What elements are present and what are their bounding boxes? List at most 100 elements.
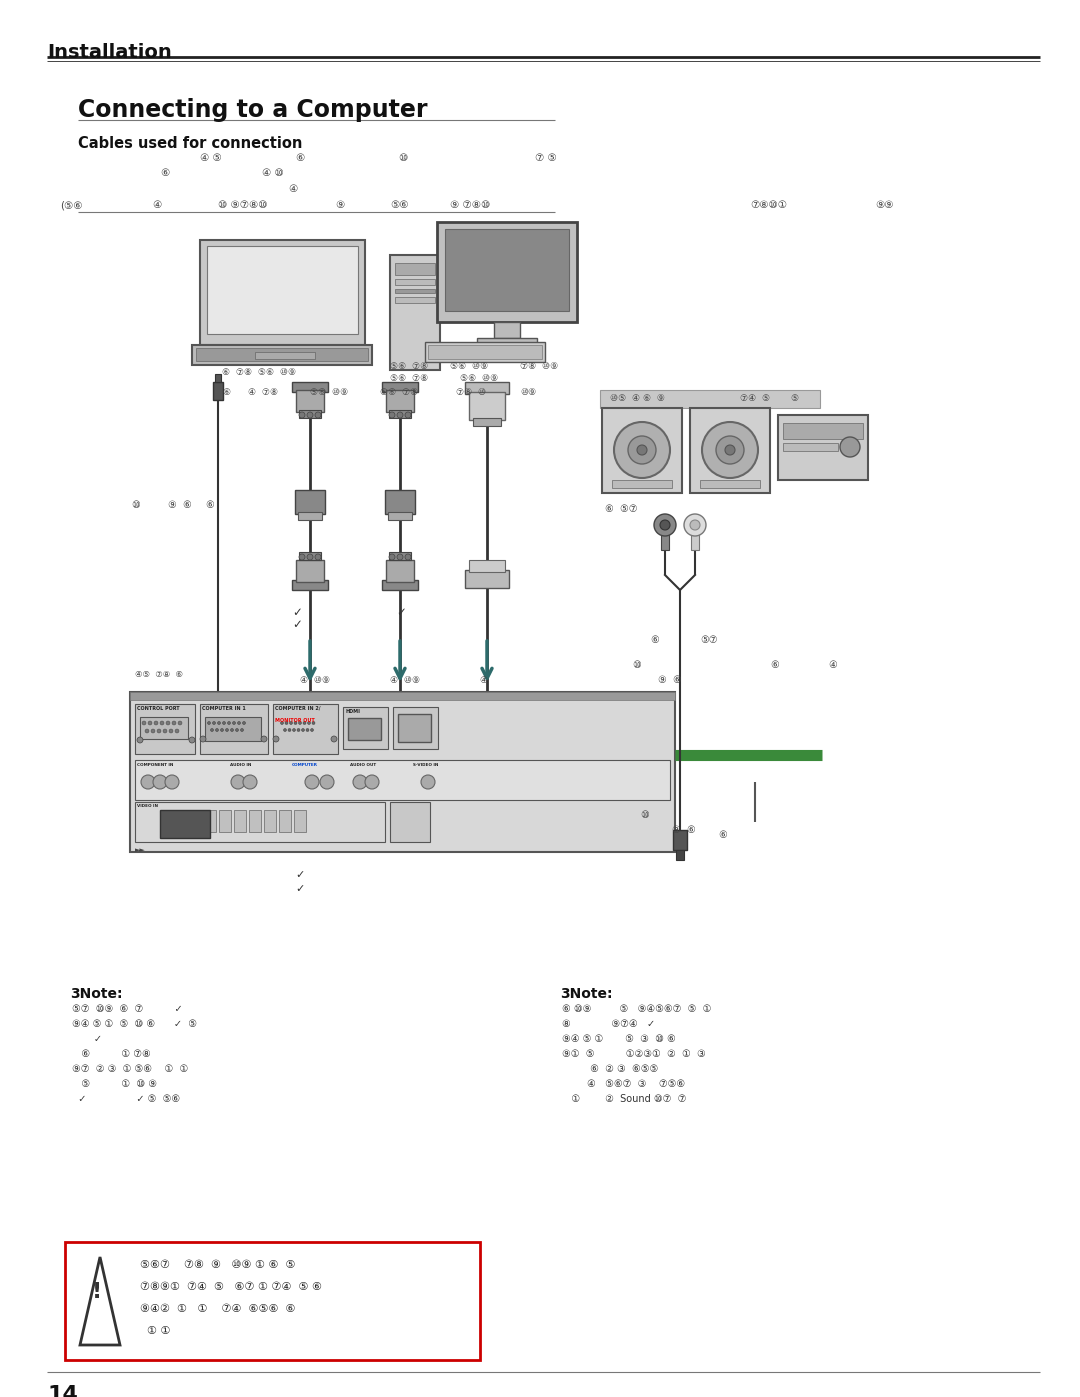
Text: ⑩: ⑩ [131,500,139,510]
Text: ⑧             ⑨⑦④   ✓: ⑧ ⑨⑦④ ✓ [562,1018,656,1030]
Circle shape [615,422,670,478]
Text: ⑤: ⑤ [789,394,798,402]
Bar [204,810,216,833]
Bar [160,810,210,838]
Bar [130,692,675,852]
Text: ⑨④ ⑤ ①       ⑤  ③  ⑩ ⑥: ⑨④ ⑤ ① ⑤ ③ ⑩ ⑥ [562,1034,676,1044]
Circle shape [305,775,319,789]
Bar [382,381,418,393]
Circle shape [283,728,286,732]
Bar [205,717,261,740]
Circle shape [306,728,309,732]
Text: ⑤⑥: ⑤⑥ [390,200,408,210]
Circle shape [637,446,647,455]
Text: ⑥  ⑤⑦: ⑥ ⑤⑦ [605,504,637,514]
Circle shape [307,555,313,560]
Circle shape [168,729,173,733]
Circle shape [405,412,411,418]
Bar [296,390,324,412]
Circle shape [226,728,229,732]
Circle shape [294,721,297,725]
Bar [273,704,338,754]
Text: 14: 14 [48,1384,78,1397]
Text: ⑦④  ⑤: ⑦④ ⑤ [740,394,770,402]
Circle shape [235,728,239,732]
Text: ✓                ✓ ⑤  ⑤⑥: ✓ ✓ ⑤ ⑤⑥ [72,1094,180,1104]
Text: (⑤⑥: (⑤⑥ [60,200,82,210]
Polygon shape [80,1257,120,1345]
Circle shape [405,555,411,560]
Text: Connecting to a Computer: Connecting to a Computer [78,98,428,122]
Text: ④ ⑩: ④ ⑩ [262,168,284,177]
Bar [135,704,195,754]
Circle shape [261,736,267,742]
Text: ④  ⑦⑧: ④ ⑦⑧ [248,388,279,397]
Circle shape [216,728,218,732]
Text: ✓: ✓ [292,617,302,631]
Circle shape [154,721,158,725]
Circle shape [301,728,305,732]
Text: ⑨①  ⑤          ①②③①  ②  ①  ③: ⑨① ⑤ ①②③① ② ① ③ [562,1049,705,1059]
Text: ④: ④ [828,659,837,671]
Bar [135,802,384,842]
Text: VIDEO IN: VIDEO IN [137,805,158,807]
Circle shape [353,775,367,789]
Bar [195,348,368,360]
Bar [213,381,222,400]
Bar [393,707,438,749]
Text: AUDIO IN: AUDIO IN [230,763,252,767]
Circle shape [220,728,224,732]
Circle shape [228,721,230,725]
Text: ⑥ ⑩⑨         ⑤   ⑨④⑤⑥⑦  ⑤  ①: ⑥ ⑩⑨ ⑤ ⑨④⑤⑥⑦ ⑤ ① [562,1004,712,1014]
Bar [691,525,699,550]
Text: ⑤⑥  ⑩⑨: ⑤⑥ ⑩⑨ [310,388,348,397]
Text: ⑨④②  ①   ①    ⑦④  ⑥⑤⑥  ⑥: ⑨④② ① ① ⑦④ ⑥⑤⑥ ⑥ [140,1303,296,1315]
Text: ④⑤  ⑦⑧  ⑥: ④⑤ ⑦⑧ ⑥ [135,671,183,679]
Text: ⑦⑧  ⑩⑨: ⑦⑧ ⑩⑨ [519,362,558,372]
Text: ① ①: ① ① [140,1326,171,1336]
Bar [437,222,577,321]
Bar [65,1242,480,1361]
Circle shape [213,721,216,725]
Bar [348,718,381,740]
Bar [189,810,201,833]
Bar [135,760,670,800]
Bar [255,352,315,359]
Bar [612,481,672,488]
Text: ⑨  ⑥: ⑨ ⑥ [672,826,696,835]
Bar [382,580,418,590]
Bar [783,443,838,451]
Text: ⑥: ⑥ [718,830,727,840]
Bar [249,810,261,833]
Text: ⑤          ①  ⑩ ⑨: ⑤ ① ⑩ ⑨ [72,1078,157,1090]
Bar [602,408,681,493]
Bar [234,810,246,833]
Bar [279,810,291,833]
Circle shape [160,721,164,725]
Circle shape [189,738,195,743]
Text: ⑥  ⑦⑧  ⑤⑥  ⑩⑨: ⑥ ⑦⑧ ⑤⑥ ⑩⑨ [222,367,296,377]
Circle shape [289,721,293,725]
Bar [296,560,324,583]
Bar [390,802,430,842]
Bar [386,560,414,583]
Bar [299,409,321,418]
Text: ⑩: ⑩ [632,659,640,671]
Circle shape [200,736,206,742]
Text: ⑥: ⑥ [205,500,214,510]
Bar [384,490,415,514]
Circle shape [165,775,179,789]
Bar [399,714,431,742]
Text: ⑥: ⑥ [650,636,659,645]
Bar [395,279,435,285]
Circle shape [690,520,700,529]
Circle shape [137,738,143,743]
Circle shape [365,775,379,789]
Bar [219,810,231,833]
Text: ⑩: ⑩ [640,810,649,820]
Circle shape [311,728,313,732]
Circle shape [243,775,257,789]
Circle shape [716,436,744,464]
Text: ⑩⑤  ④ ⑥  ⑨: ⑩⑤ ④ ⑥ ⑨ [610,394,665,402]
Text: ④: ④ [480,676,487,685]
